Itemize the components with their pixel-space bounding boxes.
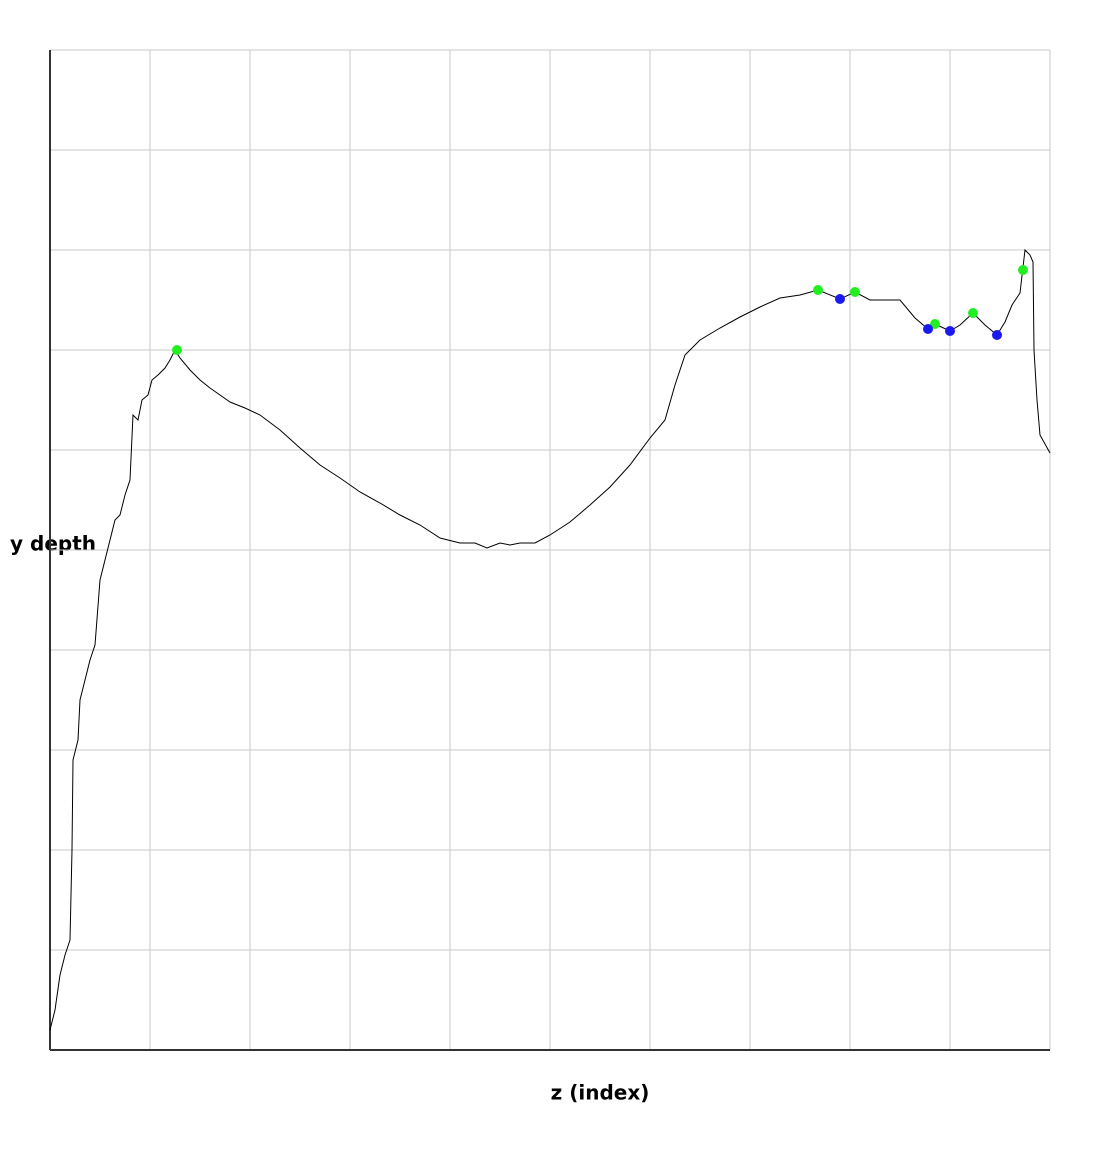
data-point: [968, 308, 978, 318]
data-point: [835, 294, 845, 304]
data-point: [945, 326, 955, 336]
x-axis-label: z (index): [551, 1081, 650, 1105]
y-axis-label: y depth: [10, 532, 96, 556]
data-point: [923, 324, 933, 334]
data-point: [992, 330, 1002, 340]
data-point: [1018, 265, 1028, 275]
data-point: [930, 319, 940, 329]
data-point: [172, 345, 182, 355]
data-point: [850, 287, 860, 297]
data-point: [813, 285, 823, 295]
